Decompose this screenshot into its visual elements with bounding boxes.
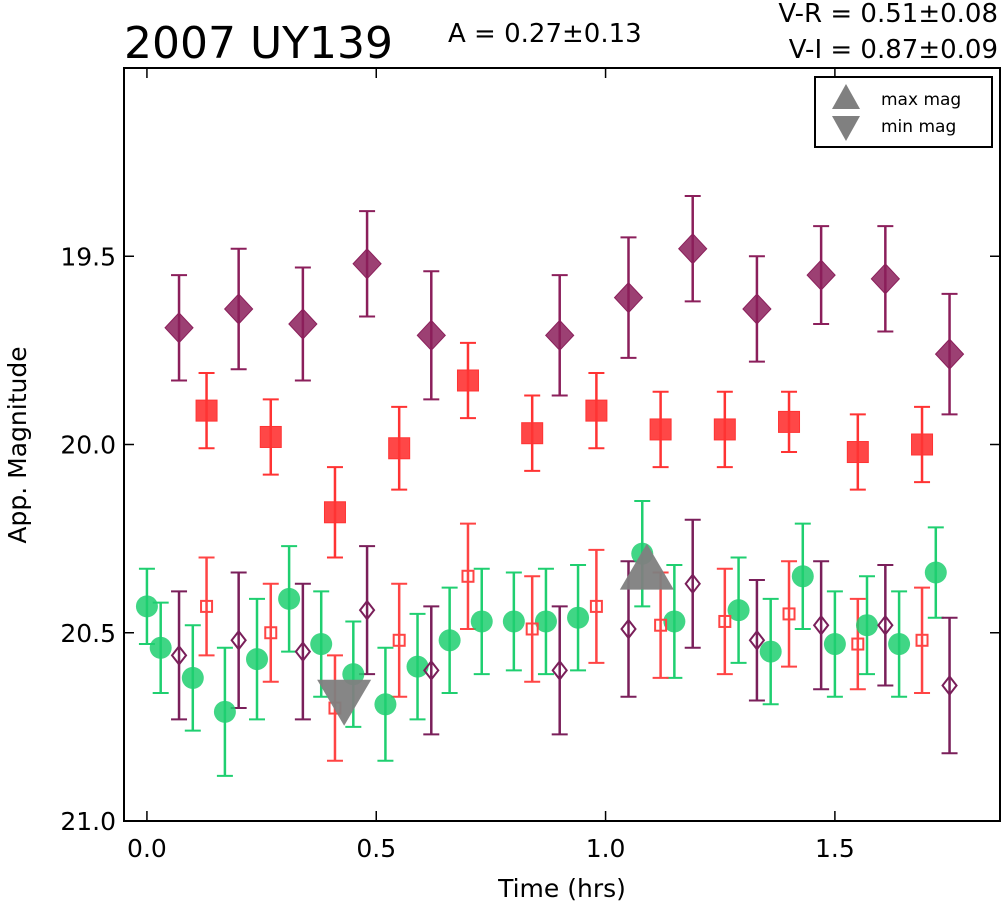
y-tick-label: 21.0 bbox=[60, 807, 116, 836]
data-point bbox=[782, 607, 796, 621]
y-tick-label: 20.5 bbox=[60, 619, 116, 648]
data-point bbox=[613, 281, 644, 314]
data-point bbox=[170, 644, 188, 666]
data-point bbox=[941, 674, 958, 697]
data-point bbox=[915, 633, 929, 647]
data-point bbox=[149, 636, 172, 659]
data-point bbox=[585, 399, 608, 422]
data-point bbox=[589, 599, 603, 613]
data-point bbox=[164, 312, 194, 344]
data-point bbox=[748, 629, 766, 651]
x-tick-label: 0.5 bbox=[356, 834, 396, 863]
data-point bbox=[358, 599, 376, 621]
data-point bbox=[567, 606, 590, 629]
data-point bbox=[278, 587, 301, 610]
data-point bbox=[388, 437, 411, 460]
data-point bbox=[195, 399, 218, 422]
legend-max-icon bbox=[832, 84, 860, 109]
data-point bbox=[620, 618, 637, 640]
data-point bbox=[456, 369, 479, 392]
legend-min-icon bbox=[832, 116, 860, 141]
data-point bbox=[534, 610, 557, 633]
data-point bbox=[502, 610, 525, 633]
data-point bbox=[870, 263, 901, 295]
data-point bbox=[438, 629, 461, 652]
data-point bbox=[423, 659, 440, 682]
data-point bbox=[323, 501, 346, 524]
data-point bbox=[684, 573, 701, 595]
data-point bbox=[392, 633, 406, 647]
data-point bbox=[823, 633, 846, 656]
data-point bbox=[342, 663, 365, 686]
data-point bbox=[851, 637, 865, 651]
data-point bbox=[877, 614, 894, 636]
data-point bbox=[135, 595, 158, 618]
data-point bbox=[310, 633, 333, 656]
data-point bbox=[812, 614, 830, 636]
chart-title: 2007 UY139 bbox=[124, 18, 393, 69]
max-mag-marker bbox=[619, 543, 674, 590]
data-point bbox=[855, 614, 878, 637]
data-point bbox=[846, 441, 869, 464]
y-axis-label: App. Magnitude bbox=[3, 346, 32, 543]
data-point bbox=[223, 293, 254, 325]
data-point bbox=[924, 561, 947, 584]
axis-ticks: 0.0 0.5 1.0 1.5 19.5 20.0 20.5 21.0 bbox=[60, 68, 1000, 863]
data-point bbox=[213, 700, 236, 723]
data-point bbox=[416, 319, 446, 352]
data-point bbox=[470, 610, 493, 633]
data-point bbox=[911, 433, 934, 456]
x-axis-label: Time (hrs) bbox=[497, 874, 626, 903]
data-point bbox=[374, 693, 397, 716]
data-point bbox=[264, 626, 278, 640]
data-point bbox=[521, 422, 544, 445]
legend-label: min mag bbox=[881, 117, 956, 137]
data-point bbox=[727, 599, 750, 622]
data-point bbox=[294, 640, 312, 663]
legend: max mag min mag bbox=[814, 76, 993, 148]
data-point bbox=[288, 308, 318, 340]
data-point bbox=[200, 599, 214, 613]
v-r-color-stat: V-R = 0.51±0.08 bbox=[778, 0, 998, 29]
data-point bbox=[654, 618, 668, 632]
data-point bbox=[663, 610, 686, 633]
data-point bbox=[791, 565, 814, 588]
min-mag-marker bbox=[317, 679, 372, 726]
amplitude-stat: A = 0.27±0.13 bbox=[448, 19, 642, 49]
y-tick-label: 20.0 bbox=[60, 431, 116, 460]
data-point bbox=[246, 648, 269, 671]
data-point bbox=[759, 640, 782, 663]
data-point bbox=[461, 569, 475, 583]
data-point bbox=[718, 614, 732, 628]
data-point bbox=[934, 338, 965, 370]
data-point bbox=[525, 622, 539, 636]
data-point bbox=[742, 293, 772, 325]
x-tick-label: 0.0 bbox=[127, 834, 167, 863]
data-point bbox=[806, 259, 836, 291]
data-point bbox=[230, 629, 247, 651]
data-point bbox=[678, 232, 708, 265]
data-point bbox=[649, 418, 672, 441]
y-tick-label: 19.5 bbox=[60, 242, 116, 271]
data-point bbox=[259, 425, 282, 448]
data-point bbox=[551, 659, 568, 682]
data-point bbox=[352, 248, 382, 280]
data-point bbox=[181, 666, 204, 689]
data-point bbox=[778, 410, 801, 433]
data-point bbox=[713, 418, 736, 441]
data-point bbox=[406, 655, 429, 678]
x-tick-label: 1.0 bbox=[586, 834, 626, 863]
legend-label: max mag bbox=[881, 90, 961, 110]
v-i-color-stat: V-I = 0.87±0.09 bbox=[789, 35, 998, 65]
data-point bbox=[888, 633, 911, 656]
data-point bbox=[545, 319, 575, 352]
x-tick-label: 1.5 bbox=[815, 834, 855, 863]
plot-marks bbox=[135, 195, 965, 777]
